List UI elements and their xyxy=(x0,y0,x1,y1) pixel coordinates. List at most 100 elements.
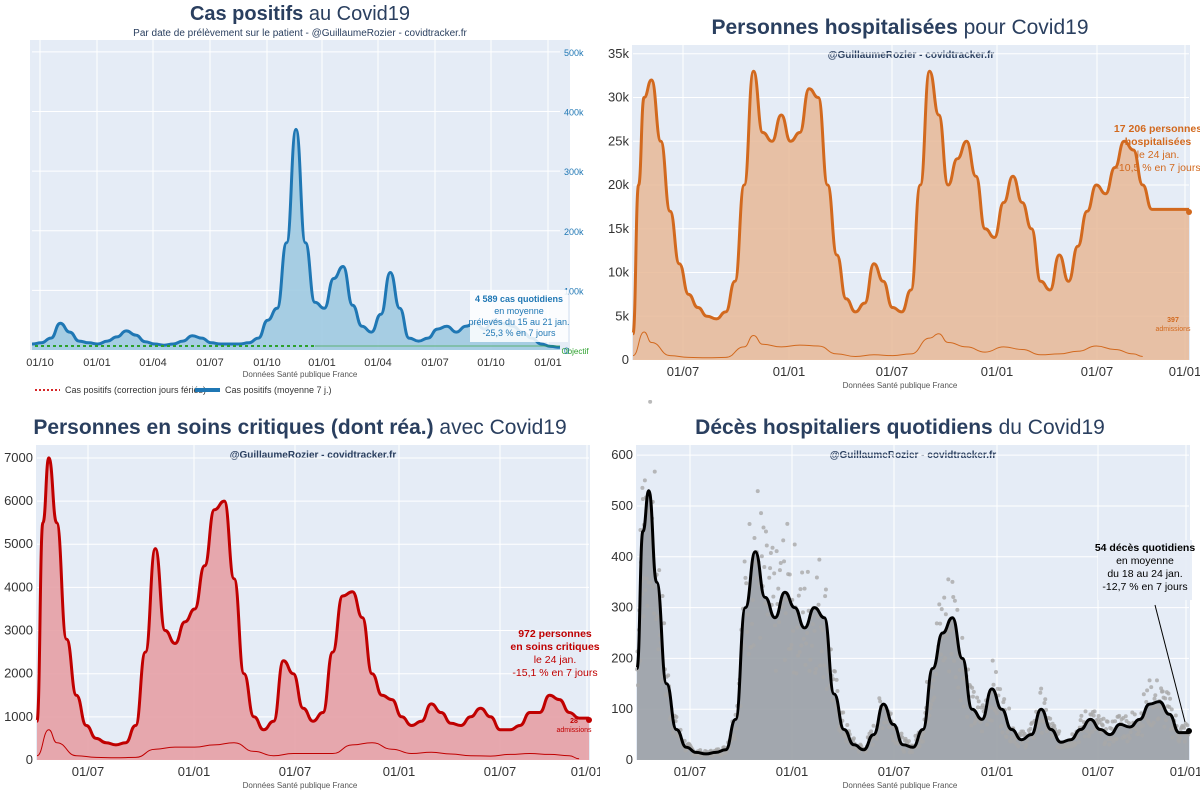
deaths-ytick-label: 300 xyxy=(611,600,633,615)
deaths-daily-dot xyxy=(970,685,975,690)
deaths-daily-dot xyxy=(1156,716,1161,721)
deaths-daily-dot xyxy=(781,538,786,543)
deaths-daily-dot xyxy=(975,695,980,700)
deaths-daily-dot xyxy=(946,577,951,582)
deaths-daily-dot xyxy=(952,658,957,663)
deaths-daily-dot xyxy=(1082,734,1087,739)
deaths-daily-dot xyxy=(1132,712,1137,717)
deaths-daily-dot xyxy=(824,687,829,692)
deaths-daily-dot xyxy=(778,560,783,565)
deaths-daily-dot xyxy=(755,489,760,494)
deaths-daily-dot xyxy=(1164,718,1168,723)
hosp-line xyxy=(631,69,1189,336)
hosp-annotation-line4: -10,5 % en 7 jours xyxy=(1115,162,1200,174)
deaths-daily-dot xyxy=(1105,719,1110,724)
deaths-annotation-line2: en moyenne xyxy=(1116,555,1174,567)
deaths-daily-dot xyxy=(838,729,843,734)
legend-average-label: Cas positifs (moyenne 7 j.) xyxy=(225,385,332,395)
cases-legend: Cas positifs (correction jours fériés) C… xyxy=(35,385,332,395)
deaths-daily-dot xyxy=(638,528,643,533)
deaths-daily-dot xyxy=(814,575,819,580)
hosp-admissions-line xyxy=(632,331,1143,359)
cases-ytick-label: 100k xyxy=(564,286,584,296)
deaths-xtick-label: 01/07 xyxy=(674,764,707,779)
hosp-ytick-label: 25k xyxy=(608,133,629,148)
deaths-daily-dot xyxy=(645,603,650,608)
deaths-daily-dot xyxy=(884,720,889,725)
deaths-daily-dot xyxy=(1134,726,1139,731)
deaths-daily-dot xyxy=(891,738,896,743)
hosp-xtick-label: 01/07 xyxy=(667,364,700,379)
deaths-daily-dot xyxy=(1108,736,1113,741)
deaths-daily-dot xyxy=(799,643,804,648)
deaths-daily-dot xyxy=(776,586,781,591)
deaths-daily-dot xyxy=(956,685,961,690)
deaths-daily-dot xyxy=(980,729,984,734)
deaths-ytick-label: 500 xyxy=(611,498,633,513)
deaths-daily-dot xyxy=(1012,736,1017,741)
hosp-ytick-label: 15k xyxy=(608,221,629,236)
cases-xtick-label: 01/04 xyxy=(139,357,167,369)
crit-chart: Personnes en soins critiques (dont réa.)… xyxy=(4,416,603,790)
deaths-daily-dot xyxy=(1145,688,1150,693)
deaths-daily-dot xyxy=(934,672,938,677)
deaths-daily-dot xyxy=(783,611,788,616)
deaths-daily-dot xyxy=(640,496,645,501)
panel-deaths: Décès hospitaliers quotidiens du Covid19… xyxy=(600,379,1200,800)
deaths-daily-dot xyxy=(662,621,667,626)
deaths-daily-dot xyxy=(989,705,994,710)
deaths-daily-dot xyxy=(1022,731,1027,736)
cases-source: Données Santé publique France xyxy=(243,370,358,379)
deaths-daily-dot xyxy=(1016,744,1021,749)
crit-ytick-label: 2000 xyxy=(4,666,33,681)
deaths-daily-dot xyxy=(1117,713,1122,718)
deaths-daily-dot xyxy=(651,584,656,589)
deaths-daily-dot xyxy=(942,595,947,600)
deaths-daily-dot xyxy=(910,750,915,755)
deaths-daily-dot xyxy=(971,689,976,694)
deaths-daily-dot xyxy=(1004,734,1009,739)
crit-line xyxy=(35,456,589,747)
deaths-daily-dot xyxy=(1052,723,1057,728)
deaths-daily-dot xyxy=(763,529,768,534)
deaths-daily-dot xyxy=(939,607,944,612)
deaths-daily-dot xyxy=(759,554,764,559)
deaths-daily-dot xyxy=(917,744,922,749)
deaths-daily-dot xyxy=(1039,686,1044,691)
deaths-daily-dot xyxy=(772,571,777,576)
deaths-daily-dot xyxy=(1154,704,1159,709)
deaths-daily-dot xyxy=(750,597,755,602)
hosp-xtick-label: 01/07 xyxy=(876,364,909,379)
deaths-daily-dot xyxy=(943,655,948,660)
deaths-daily-dot xyxy=(1163,696,1168,701)
deaths-daily-dot xyxy=(952,598,957,603)
deaths-daily-dot xyxy=(814,666,819,671)
deaths-daily-dot xyxy=(1038,690,1043,695)
deaths-ytick-label: 600 xyxy=(611,447,633,462)
deaths-daily-dot xyxy=(949,651,954,656)
deaths-title: Décès hospitaliers quotidiens du Covid19 xyxy=(695,416,1105,439)
deaths-daily-dot xyxy=(1002,697,1007,702)
deaths-daily-dot xyxy=(1168,696,1173,701)
deaths-daily-dot xyxy=(1127,721,1132,726)
deaths-daily-dot xyxy=(1149,685,1154,690)
deaths-daily-dot xyxy=(1042,700,1047,705)
deaths-daily-dot xyxy=(1049,733,1054,738)
deaths-daily-dot xyxy=(1141,692,1146,697)
deaths-ytick-label: 0 xyxy=(626,752,633,767)
deaths-daily-dot xyxy=(823,594,828,599)
deaths-daily-dot xyxy=(874,736,879,741)
crit-ytick-label: 4000 xyxy=(4,579,33,594)
deaths-daily-dot xyxy=(944,632,949,637)
deaths-daily-dot xyxy=(759,511,764,516)
panel-crit: Personnes en soins critiques (dont réa.)… xyxy=(0,400,603,800)
deaths-daily-dot xyxy=(764,543,769,548)
deaths-daily-dot xyxy=(817,557,822,562)
deaths-daily-dot xyxy=(754,576,759,581)
deaths-daily-dot xyxy=(1127,736,1132,741)
deaths-daily-dot xyxy=(1177,739,1182,744)
deaths-daily-dot xyxy=(805,569,810,574)
deaths-daily-dot xyxy=(1128,730,1133,735)
deaths-daily-dot xyxy=(1185,723,1190,728)
deaths-daily-dot xyxy=(921,730,926,735)
